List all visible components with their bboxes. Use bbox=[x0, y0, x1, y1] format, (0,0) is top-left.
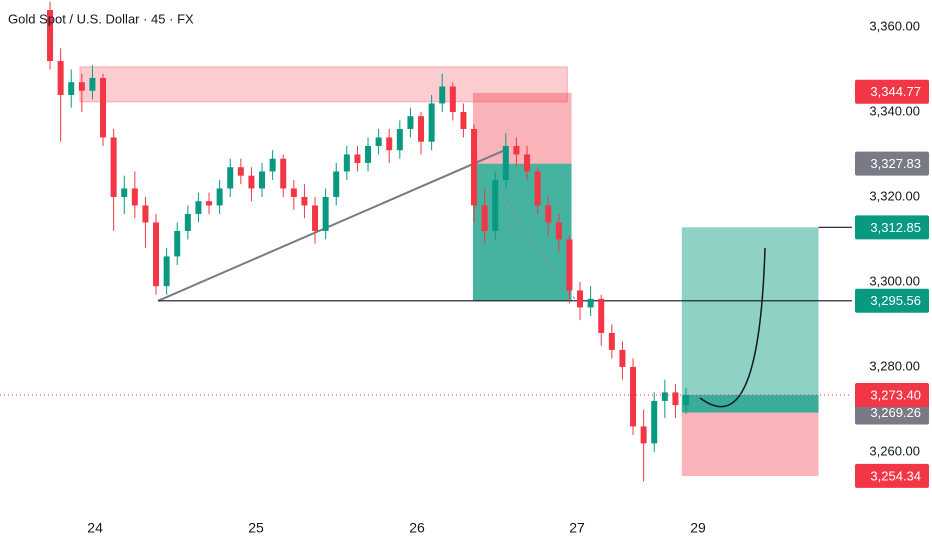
candle-body bbox=[131, 188, 138, 206]
price-tag-label: 3,312.85 bbox=[870, 220, 921, 235]
zone bbox=[472, 92, 572, 164]
candle-body bbox=[418, 116, 425, 142]
y-tick-label: 3,320.00 bbox=[869, 188, 920, 203]
candle-body bbox=[343, 154, 350, 172]
price-tag-label: 3,327.83 bbox=[870, 156, 921, 171]
price-tag-label: 3,269.26 bbox=[870, 405, 921, 420]
candle-body bbox=[513, 145, 520, 155]
candle-body bbox=[577, 290, 584, 308]
candle-body bbox=[375, 137, 382, 146]
candle-body bbox=[290, 188, 297, 197]
candle-body bbox=[428, 103, 435, 142]
x-tick-label: 29 bbox=[690, 520, 706, 536]
candle-body bbox=[492, 179, 499, 231]
x-tick-label: 26 bbox=[409, 520, 425, 536]
candle-body bbox=[566, 239, 573, 291]
candle-body bbox=[47, 9, 54, 61]
candle-body bbox=[174, 230, 181, 257]
candle-body bbox=[534, 171, 541, 206]
candle-body bbox=[163, 256, 170, 287]
x-tick-label: 25 bbox=[248, 520, 264, 536]
candle-body bbox=[248, 175, 255, 189]
candle-body bbox=[449, 86, 456, 112]
plot bbox=[47, 1, 852, 482]
candle-body bbox=[439, 86, 446, 104]
candle-body bbox=[227, 167, 234, 189]
candle-body bbox=[216, 188, 223, 206]
candle-body bbox=[386, 137, 393, 151]
trend-line bbox=[157, 149, 506, 302]
candle-body bbox=[121, 188, 128, 197]
price-tag-label: 3,344.77 bbox=[870, 84, 921, 99]
price-tag bbox=[855, 215, 929, 240]
price-tag bbox=[855, 288, 929, 313]
candle-body bbox=[471, 128, 478, 206]
x-tick-label: 27 bbox=[569, 520, 585, 536]
price-tag-label: 3,295.56 bbox=[870, 293, 921, 308]
price-tag-label: 3,254.34 bbox=[870, 468, 921, 483]
chart-title: Gold Spot / U.S. Dollar · 45 · FX bbox=[8, 11, 194, 26]
candle-body bbox=[460, 111, 467, 129]
candle-body bbox=[78, 82, 85, 91]
candle-body bbox=[502, 145, 509, 180]
y-tick-label: 3,360.00 bbox=[869, 18, 920, 33]
candle-body bbox=[110, 137, 117, 197]
candle-body bbox=[619, 349, 626, 367]
candle-body bbox=[206, 201, 213, 206]
zone bbox=[472, 163, 572, 301]
y-tick-label: 3,260.00 bbox=[869, 443, 920, 458]
zone bbox=[681, 394, 819, 413]
price-tag-label: 3,273.40 bbox=[870, 387, 921, 402]
candle-body bbox=[195, 201, 202, 214]
candle-body bbox=[89, 77, 96, 91]
y-tick-label: 3,340.00 bbox=[869, 103, 920, 118]
candle-body bbox=[237, 167, 244, 176]
candle-body bbox=[354, 154, 361, 163]
candle-body bbox=[396, 128, 403, 151]
price-tag bbox=[855, 79, 929, 104]
candle-body bbox=[269, 158, 276, 172]
x-tick-label: 24 bbox=[87, 520, 103, 536]
candle-body bbox=[661, 392, 668, 401]
candle-body bbox=[184, 213, 191, 231]
y-tick-label: 3,300.00 bbox=[869, 273, 920, 288]
trend-line bbox=[494, 188, 576, 300]
candle-body bbox=[608, 332, 615, 350]
candle-body bbox=[259, 171, 266, 189]
candle-body bbox=[365, 145, 372, 163]
candle-body bbox=[153, 222, 160, 287]
candle-body bbox=[100, 77, 107, 138]
candle-body bbox=[555, 222, 562, 240]
candle-body bbox=[68, 82, 75, 95]
candle-body bbox=[587, 298, 594, 308]
candle-body bbox=[524, 154, 531, 172]
candle-body bbox=[651, 400, 658, 444]
candle-body bbox=[672, 392, 679, 406]
zone bbox=[79, 66, 568, 103]
candle-body bbox=[598, 298, 605, 333]
y-tick-label: 3,280.00 bbox=[869, 358, 920, 373]
candle-body bbox=[630, 366, 637, 427]
candle-body bbox=[407, 116, 414, 129]
candle-body bbox=[312, 205, 319, 231]
projection-curve bbox=[699, 247, 766, 408]
zone bbox=[681, 227, 819, 395]
candle-body bbox=[333, 171, 340, 197]
candle-body bbox=[640, 426, 647, 444]
price-tag bbox=[855, 463, 929, 488]
candle-body bbox=[545, 205, 552, 223]
zone bbox=[681, 412, 819, 476]
candle-body bbox=[57, 60, 64, 95]
candle-body bbox=[142, 205, 149, 223]
candle-body bbox=[280, 158, 287, 189]
candle-body bbox=[301, 196, 308, 206]
price-tag bbox=[855, 151, 929, 176]
candle-body bbox=[322, 196, 329, 231]
price-tag bbox=[855, 382, 929, 407]
candle-body bbox=[683, 394, 690, 406]
candle-body bbox=[481, 205, 488, 231]
